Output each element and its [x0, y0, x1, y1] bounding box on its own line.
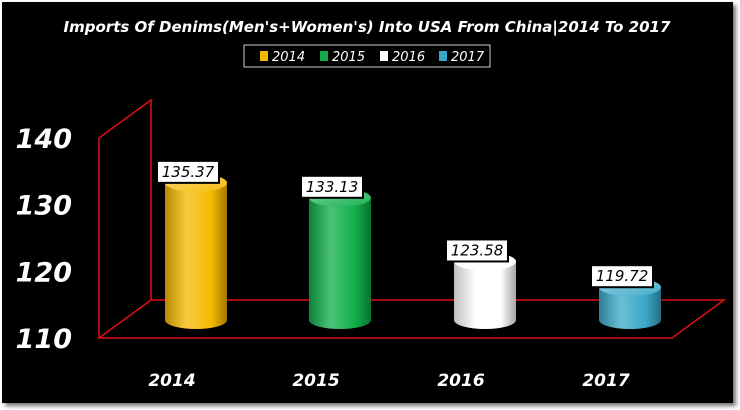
data-label-text: 133.13 [306, 178, 359, 196]
data-label-text: 135.37 [162, 163, 215, 181]
bar-body-2015 [309, 197, 371, 329]
data-label-box [156, 159, 220, 184]
legend-item-2016: 2016 [380, 50, 425, 65]
data-label-2016: 123.58 [445, 238, 509, 263]
plot-floor [96, 299, 727, 339]
legend-item-2015: 2015 [320, 50, 365, 65]
plot-side-wall [98, 98, 152, 338]
data-labels: 135.37 133.13 123.58 119.72 [156, 159, 654, 289]
data-label-box [445, 238, 509, 263]
data-label-box [300, 174, 364, 199]
x-tick-label-2017: 2017 [582, 371, 629, 391]
legend-item-2017: 2017 [439, 50, 485, 65]
chart: Imports Of Denims(Men's+Women's) Into US… [16, 18, 727, 391]
legend-box [243, 44, 491, 68]
bar-2015 [309, 188, 371, 329]
data-label-text: 123.58 [451, 241, 504, 259]
data-label-2015: 133.13 [300, 174, 364, 199]
bars [165, 173, 661, 329]
y-axis-ticks: 110 120 130 140 [16, 124, 72, 355]
x-tick-label-2016: 2016 [437, 371, 484, 391]
legend-swatch [320, 51, 328, 61]
bar-2014 [165, 173, 227, 329]
data-label-box [590, 264, 654, 289]
y-tick-label-110: 110 [16, 324, 72, 355]
legend-label: 2016 [392, 50, 425, 65]
legend-label: 2015 [332, 50, 365, 65]
bar-body-2017 [599, 287, 661, 329]
x-tick-label-2014: 2014 [148, 371, 195, 391]
y-tick-label-130: 130 [16, 191, 72, 222]
bar-2016 [454, 252, 516, 329]
plot-floor-walls [96, 98, 727, 339]
legend-label: 2017 [451, 50, 485, 65]
y-tick-label-140: 140 [16, 124, 72, 155]
data-label-2017: 119.72 [590, 264, 654, 289]
data-label-text: 119.72 [596, 267, 649, 285]
bar-body-2016 [454, 261, 516, 329]
x-tick-label-2015: 2015 [292, 371, 339, 391]
x-axis-ticks: 2014 2015 2016 2017 [148, 371, 629, 391]
legend-swatch [439, 51, 447, 61]
y-tick-label-120: 120 [16, 257, 72, 288]
chart-frame: Imports Of Denims(Men's+Women's) Into US… [2, 2, 733, 403]
legend-label: 2014 [272, 50, 305, 65]
legend-swatch [260, 51, 268, 61]
data-label-2014: 135.37 [156, 159, 220, 184]
legend-swatch [380, 51, 388, 61]
legend: 2014 2015 2016 2017 [243, 44, 491, 68]
chart-title: Imports Of Denims(Men's+Women's) Into US… [64, 18, 671, 37]
legend-item-2014: 2014 [260, 50, 305, 65]
bar-body-2014 [165, 182, 227, 329]
